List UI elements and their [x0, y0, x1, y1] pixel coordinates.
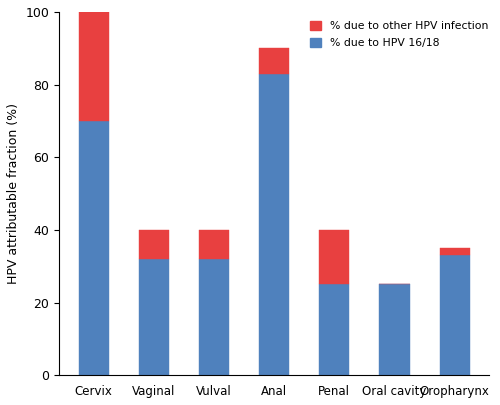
Bar: [259, 48, 289, 74]
Bar: [199, 230, 229, 259]
Legend: % due to other HPV infection, % due to HPV 16/18: % due to other HPV infection, % due to H…: [310, 21, 488, 48]
Bar: [199, 259, 229, 375]
Bar: [440, 256, 470, 375]
Y-axis label: HPV attributable fraction (%): HPV attributable fraction (%): [7, 103, 20, 284]
Bar: [139, 230, 169, 259]
Bar: [78, 12, 108, 121]
Bar: [78, 121, 108, 375]
Bar: [380, 284, 410, 375]
Bar: [320, 284, 350, 375]
Bar: [259, 74, 289, 375]
Bar: [440, 248, 470, 256]
Bar: [320, 230, 350, 284]
Bar: [139, 259, 169, 375]
